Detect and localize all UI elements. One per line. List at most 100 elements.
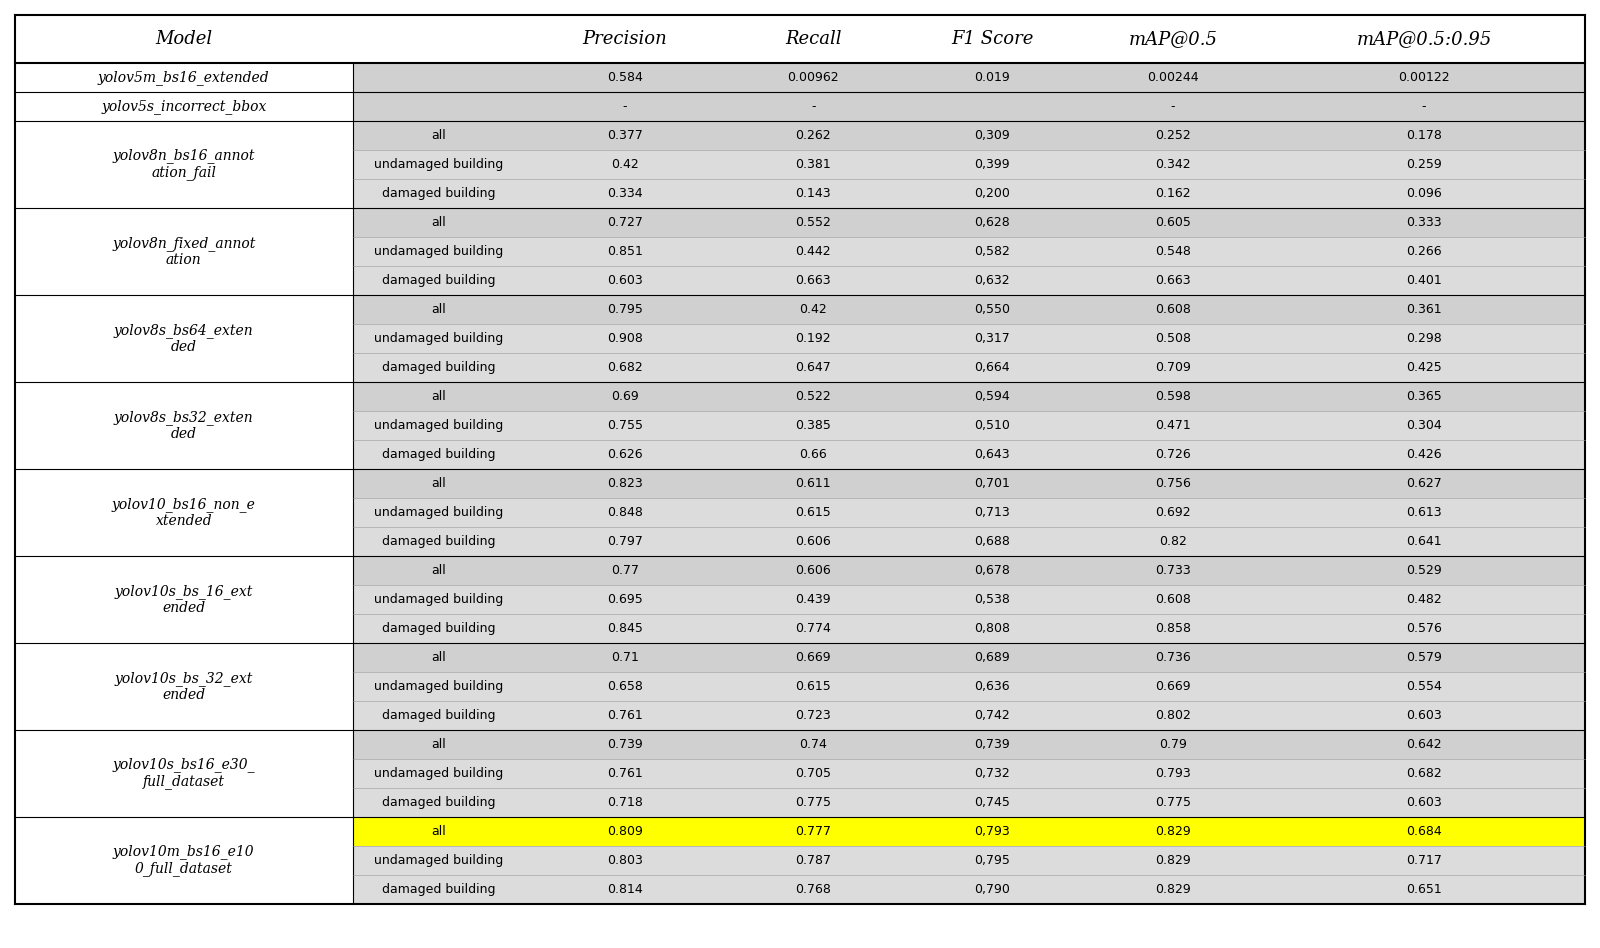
Text: 0.615: 0.615: [795, 506, 832, 519]
Bar: [14, 788, 352, 817]
Text: 0.439: 0.439: [795, 593, 830, 606]
Text: 0.797: 0.797: [606, 535, 643, 548]
Bar: [14, 527, 352, 556]
Text: 0.606: 0.606: [795, 564, 832, 577]
Bar: [352, 614, 1586, 643]
Text: 0,688: 0,688: [974, 535, 1010, 548]
Text: 0,739: 0,739: [974, 738, 1010, 751]
Text: yolov8s_bs64_exten
ded: yolov8s_bs64_exten ded: [114, 323, 253, 354]
Text: 0.385: 0.385: [795, 419, 832, 432]
Bar: [352, 527, 1586, 556]
Text: 0.613: 0.613: [1406, 506, 1442, 519]
Text: yolov8n_bs16_annot
ation_fail: yolov8n_bs16_annot ation_fail: [112, 149, 254, 180]
Bar: [352, 759, 1586, 788]
Bar: [14, 179, 352, 208]
Text: undamaged building: undamaged building: [374, 332, 504, 345]
Text: 0,594: 0,594: [974, 390, 1010, 403]
Text: undamaged building: undamaged building: [374, 767, 504, 780]
Bar: [14, 672, 352, 701]
Bar: [352, 469, 1586, 498]
Text: all: all: [432, 216, 446, 229]
Text: Precision: Precision: [582, 30, 667, 48]
Text: 0.162: 0.162: [1155, 187, 1190, 200]
Text: damaged building: damaged building: [382, 274, 496, 287]
Bar: [14, 266, 352, 295]
Text: 0.426: 0.426: [1406, 448, 1442, 461]
Text: 0.548: 0.548: [1155, 245, 1190, 258]
Bar: [14, 730, 352, 759]
Text: 0.787: 0.787: [795, 854, 832, 867]
Text: 0.576: 0.576: [1406, 622, 1442, 635]
Text: 0.705: 0.705: [795, 767, 832, 780]
Text: 0,632: 0,632: [974, 274, 1010, 287]
Bar: [352, 701, 1586, 730]
Bar: [352, 498, 1586, 527]
Text: 0,582: 0,582: [974, 245, 1010, 258]
Text: 0,309: 0,309: [974, 129, 1010, 142]
Text: 0.482: 0.482: [1406, 593, 1442, 606]
Bar: [352, 585, 1586, 614]
Text: Recall: Recall: [786, 30, 842, 48]
Text: 0.66: 0.66: [800, 448, 827, 461]
Text: 0.669: 0.669: [1155, 680, 1190, 693]
Text: 0.775: 0.775: [1155, 796, 1190, 809]
Text: 0.768: 0.768: [795, 883, 832, 896]
Text: undamaged building: undamaged building: [374, 680, 504, 693]
Text: 0,510: 0,510: [974, 419, 1010, 432]
Text: 0.663: 0.663: [1155, 274, 1190, 287]
Text: 0.692: 0.692: [1155, 506, 1190, 519]
Bar: [14, 324, 352, 353]
Text: yolov10s_bs_32_ext
ended: yolov10s_bs_32_ext ended: [115, 671, 253, 702]
Text: mAP@0.5:0.95: mAP@0.5:0.95: [1357, 30, 1491, 48]
Text: 0.774: 0.774: [795, 622, 832, 635]
Text: 0.377: 0.377: [606, 129, 643, 142]
Bar: [14, 875, 352, 904]
Text: 0.803: 0.803: [606, 854, 643, 867]
Text: 0,689: 0,689: [974, 651, 1010, 664]
Text: 0.756: 0.756: [1155, 477, 1190, 490]
Text: 0,793: 0,793: [974, 825, 1010, 838]
Text: 0.777: 0.777: [795, 825, 832, 838]
Text: Model: Model: [155, 30, 213, 48]
Text: 0,678: 0,678: [974, 564, 1010, 577]
Text: yolov8n_fixed_annot
ation: yolov8n_fixed_annot ation: [112, 236, 256, 267]
Text: 0.611: 0.611: [795, 477, 830, 490]
Bar: [352, 63, 1586, 92]
Text: 0.726: 0.726: [1155, 448, 1190, 461]
Bar: [14, 498, 352, 527]
Text: 0.361: 0.361: [1406, 303, 1442, 316]
Text: all: all: [432, 825, 446, 838]
Bar: [352, 237, 1586, 266]
Bar: [352, 440, 1586, 469]
Text: 0.529: 0.529: [1406, 564, 1442, 577]
Text: 0.608: 0.608: [1155, 593, 1190, 606]
Text: 0.552: 0.552: [795, 216, 832, 229]
Text: 0.304: 0.304: [1406, 419, 1442, 432]
Text: damaged building: damaged building: [382, 187, 496, 200]
Text: 0,628: 0,628: [974, 216, 1010, 229]
Text: 0.74: 0.74: [800, 738, 827, 751]
Text: 0.603: 0.603: [1406, 709, 1442, 722]
Text: mAP@0.5: mAP@0.5: [1128, 30, 1218, 48]
Text: 0.259: 0.259: [1406, 158, 1442, 171]
Text: 0.845: 0.845: [606, 622, 643, 635]
Bar: [352, 556, 1586, 585]
Text: 0,808: 0,808: [974, 622, 1010, 635]
Bar: [14, 121, 352, 150]
Text: 0.736: 0.736: [1155, 651, 1190, 664]
Text: 0.684: 0.684: [1406, 825, 1442, 838]
Text: yolov8s_bs32_exten
ded: yolov8s_bs32_exten ded: [114, 410, 253, 441]
Text: 0.365: 0.365: [1406, 390, 1442, 403]
Text: F1 Score: F1 Score: [950, 30, 1034, 48]
Text: 0.658: 0.658: [606, 680, 643, 693]
Text: 0.554: 0.554: [1406, 680, 1442, 693]
Bar: [14, 469, 352, 498]
Bar: [14, 411, 352, 440]
Text: -: -: [1422, 100, 1426, 113]
Bar: [14, 614, 352, 643]
Text: 0.42: 0.42: [800, 303, 827, 316]
Bar: [352, 150, 1586, 179]
Text: 0.79: 0.79: [1158, 738, 1187, 751]
Text: 0.695: 0.695: [606, 593, 643, 606]
Bar: [352, 730, 1586, 759]
